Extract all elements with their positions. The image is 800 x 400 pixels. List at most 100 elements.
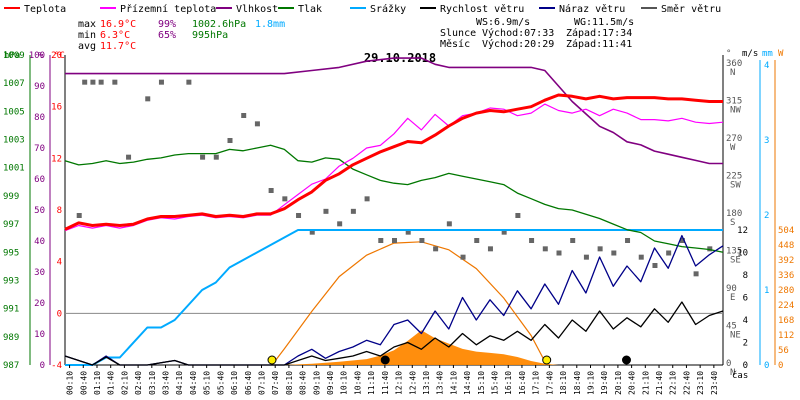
wind-direction-point xyxy=(446,221,452,227)
wind-direction-point xyxy=(707,246,713,252)
plot-area xyxy=(64,57,724,366)
stat-value: 995hPa xyxy=(192,30,228,41)
wind-direction-point xyxy=(213,154,219,160)
x-tick-label: 10:40 xyxy=(353,371,362,395)
wind-direction-point xyxy=(666,250,672,256)
dir-unit: ° xyxy=(726,49,731,59)
x-tick-label: 12:40 xyxy=(408,371,417,395)
x-tick-label: 04:10 xyxy=(175,371,184,395)
wind-direction-point xyxy=(145,96,151,102)
mm-tick-label: 2 xyxy=(764,211,769,221)
ms-tick-label: 10 xyxy=(737,249,748,259)
x-tick-label: 05:10 xyxy=(203,371,212,395)
hpa-tick-label: 1007 xyxy=(3,79,25,89)
wind-direction-point xyxy=(652,263,658,268)
wind-direction-point xyxy=(158,79,164,85)
x-tick-label: 00:40 xyxy=(79,371,88,395)
hpa-tick-label: 1001 xyxy=(3,164,25,174)
stat-value: 99% xyxy=(158,19,176,30)
x-tick-label: 22:10 xyxy=(669,371,678,395)
wind-direction-point xyxy=(323,208,329,214)
hpa-unit: hPa xyxy=(4,51,20,61)
pct-tick-label: 60 xyxy=(34,175,45,185)
wind-direction-point xyxy=(364,196,370,202)
x-tick-label: 14:40 xyxy=(463,371,472,395)
wind-direction-point xyxy=(392,238,397,243)
wind-direction-point xyxy=(679,238,685,243)
dir-tick-label: 225 xyxy=(726,172,742,182)
wind-direction-point xyxy=(487,246,493,252)
stats-block: max 16.9°C 99% 1002.6hPa 1.8mm min 6.3°C 65% 995… xyxy=(78,19,285,52)
theoretical-sunshine-line xyxy=(271,241,548,366)
degc-tick-label: 8 xyxy=(57,206,62,216)
pressure-line xyxy=(64,144,724,253)
dir-card-label: SE xyxy=(730,256,741,266)
dir-card-label: NW xyxy=(730,106,741,116)
wind-direction-point xyxy=(254,121,260,127)
info-wg: WG:11.5m/s xyxy=(574,17,634,28)
x-tick-label: 01:40 xyxy=(107,371,116,395)
mm-tick-label: 3 xyxy=(764,136,769,146)
ms-tick-label: 0 xyxy=(743,361,748,371)
info-moonset: Západ:11:41 xyxy=(566,38,632,50)
degc-unit: °C xyxy=(54,51,65,61)
wind-direction-point xyxy=(460,254,466,260)
x-tick-label: 22:40 xyxy=(682,371,691,395)
x-tick-label: 23:10 xyxy=(696,371,705,395)
wind-direction-point xyxy=(542,246,548,252)
stat-value: 1002.6hPa xyxy=(192,19,246,30)
ms-tick-label: 6 xyxy=(743,294,748,304)
w-tick-label: 280 xyxy=(778,286,794,296)
x-tick-label: 15:10 xyxy=(477,371,486,395)
x-tick-label: 02:40 xyxy=(134,371,143,395)
wind-direction-point xyxy=(501,229,507,235)
wind-direction-point xyxy=(112,79,118,85)
wind-direction-point xyxy=(337,221,343,227)
wind-direction-point xyxy=(309,229,315,235)
x-tick-label: 21:40 xyxy=(655,371,664,395)
w-tick-label: 112 xyxy=(778,331,794,341)
x-tick-label: 19:40 xyxy=(600,371,609,395)
legend-label: Tlak xyxy=(298,4,322,15)
humidity-line xyxy=(65,57,723,165)
info-moon-label: Měsíc xyxy=(440,38,470,50)
stat-value: 16.9°C xyxy=(100,19,136,30)
w-unit: W xyxy=(778,49,784,59)
x-tick-label: 20:40 xyxy=(628,371,637,395)
wind-direction-point xyxy=(474,238,480,243)
x-tick-label: 21:10 xyxy=(641,371,650,395)
w-tick-label: 504 xyxy=(778,226,794,236)
wind-direction-point xyxy=(98,79,104,85)
x-tick-label: 07:10 xyxy=(257,371,266,395)
wind-direction-point xyxy=(583,254,589,260)
ms-tick-label: 12 xyxy=(737,226,748,236)
wind-direction-point xyxy=(419,238,425,243)
ground-temp-line xyxy=(64,103,724,232)
x-tick-label: 17:10 xyxy=(532,371,541,395)
x-tick-label: 18:10 xyxy=(559,371,568,395)
w-tick-label: 56 xyxy=(778,346,789,356)
pct-tick-label: 10 xyxy=(34,330,45,340)
x-tick-label: 18:40 xyxy=(573,371,582,395)
pct-tick-label: 100 xyxy=(29,51,45,61)
hpa-tick-label: 993 xyxy=(3,276,19,286)
moonset-marker xyxy=(380,355,390,365)
wind-direction-point xyxy=(405,229,411,235)
wind-direction-point xyxy=(200,154,206,160)
legend-label: Vlhkost xyxy=(236,4,278,15)
dir-tick-label: 270 xyxy=(726,134,742,144)
x-tick-label: 16:40 xyxy=(518,371,527,395)
ms-tick-label: 2 xyxy=(743,339,748,349)
stat-value: 1.8mm xyxy=(255,19,285,30)
dir-tick-label: 90 xyxy=(726,284,737,294)
wind-direction-point xyxy=(227,138,233,143)
stat-value: 6.3°C xyxy=(100,30,130,41)
stat-label: avg xyxy=(78,41,96,52)
legend-label: Směr větru xyxy=(661,3,721,15)
wind-direction-point xyxy=(597,246,603,252)
pct-tick-label: 40 xyxy=(34,237,45,247)
x-tick-label: 03:40 xyxy=(162,371,171,395)
hpa-tick-label: 995 xyxy=(3,248,19,258)
ms-tick-label: 4 xyxy=(743,316,748,326)
